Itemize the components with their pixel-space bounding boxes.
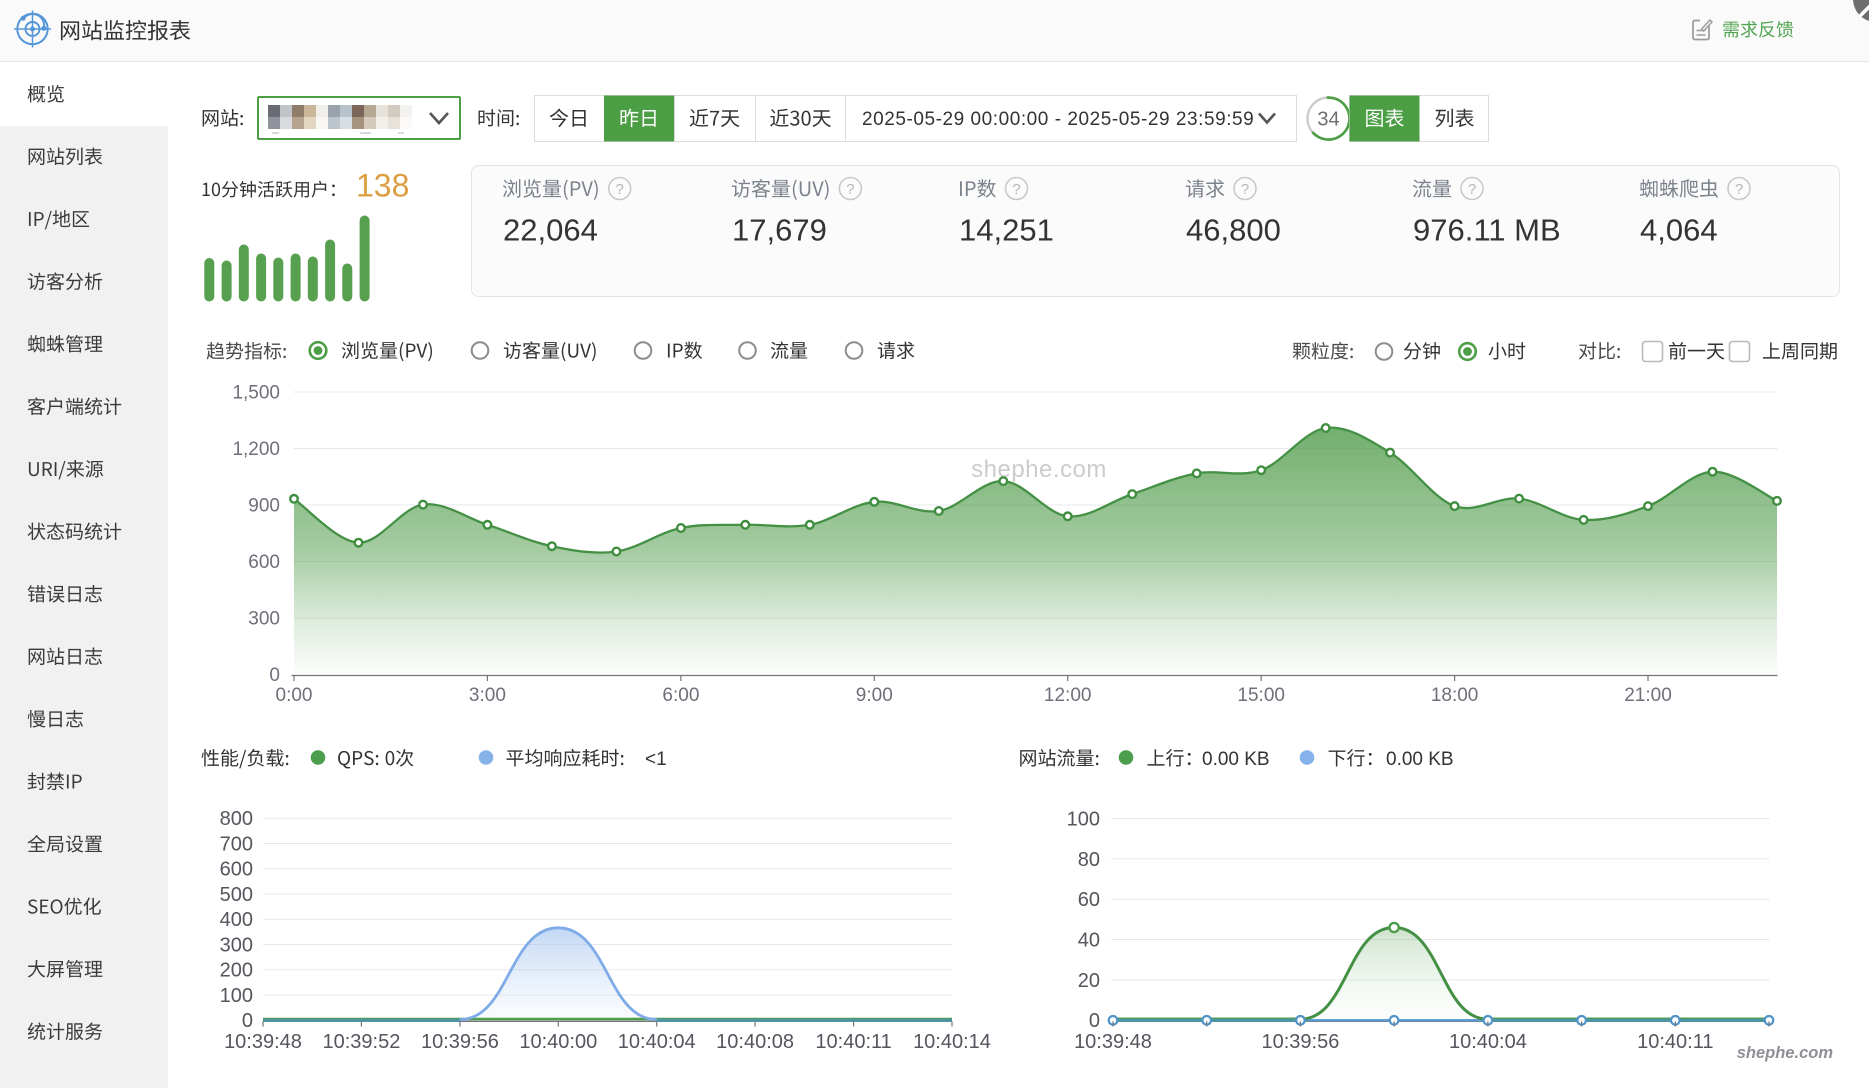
- svg-text:138: 138: [356, 168, 409, 204]
- svg-text:10:40:04: 10:40:04: [1449, 1031, 1527, 1053]
- svg-text:10:39:56: 10:39:56: [1261, 1031, 1339, 1053]
- svg-text:34: 34: [1317, 109, 1339, 131]
- svg-text:shephe.com: shephe.com: [971, 456, 1107, 483]
- svg-text:9:00: 9:00: [856, 685, 893, 706]
- svg-text:20: 20: [1078, 970, 1100, 992]
- svg-text:10:39:56: 10:39:56: [421, 1031, 499, 1053]
- svg-text:<1: <1: [645, 749, 667, 770]
- svg-text:300: 300: [220, 935, 253, 957]
- svg-text:976.11 MB: 976.11 MB: [1413, 213, 1561, 248]
- svg-text:0: 0: [242, 1010, 253, 1032]
- svg-text:18:00: 18:00: [1431, 685, 1479, 706]
- svg-text:?: ?: [1468, 181, 1476, 198]
- svg-text:900: 900: [248, 496, 280, 517]
- svg-text:10:40:04: 10:40:04: [618, 1031, 696, 1053]
- svg-text:22,064: 22,064: [503, 213, 598, 248]
- svg-text:10:40:11: 10:40:11: [815, 1031, 891, 1053]
- svg-text:400: 400: [220, 909, 253, 931]
- svg-text:60: 60: [1078, 889, 1100, 911]
- svg-text:500: 500: [220, 884, 253, 906]
- svg-text:10:39:48: 10:39:48: [1074, 1031, 1152, 1053]
- svg-text:800: 800: [220, 808, 253, 830]
- svg-text:600: 600: [248, 552, 280, 573]
- svg-text:1,200: 1,200: [232, 439, 280, 460]
- svg-text:21:00: 21:00: [1624, 685, 1672, 706]
- svg-text:0.00 KB: 0.00 KB: [1202, 749, 1270, 770]
- svg-text:700: 700: [220, 834, 253, 856]
- svg-text:shephe.com: shephe.com: [1737, 1044, 1833, 1062]
- svg-text:12:00: 12:00: [1044, 685, 1092, 706]
- svg-text:14,251: 14,251: [959, 213, 1054, 248]
- svg-text:46,800: 46,800: [1186, 213, 1281, 248]
- svg-text:?: ?: [1735, 181, 1743, 198]
- svg-text:10:40:00: 10:40:00: [519, 1031, 597, 1053]
- svg-text:0: 0: [1089, 1010, 1100, 1032]
- svg-text:200: 200: [220, 960, 253, 982]
- svg-text:80: 80: [1078, 849, 1100, 871]
- svg-text:600: 600: [220, 859, 253, 881]
- svg-text:2025-05-29 00:00:00 - 2025-05-: 2025-05-29 00:00:00 - 2025-05-29 23:59:5…: [862, 109, 1254, 130]
- svg-text:1,500: 1,500: [232, 383, 280, 404]
- svg-text:10:39:52: 10:39:52: [322, 1031, 400, 1053]
- svg-text:100: 100: [220, 985, 253, 1007]
- svg-text:0:00: 0:00: [276, 685, 313, 706]
- svg-text:17,679: 17,679: [732, 213, 827, 248]
- svg-text:3:00: 3:00: [469, 685, 506, 706]
- svg-text:10:40:11: 10:40:11: [1637, 1031, 1713, 1053]
- svg-text:0: 0: [269, 665, 280, 686]
- svg-text:4,064: 4,064: [1640, 213, 1718, 248]
- svg-text:10:39:48: 10:39:48: [224, 1031, 302, 1053]
- svg-text:?: ?: [1012, 181, 1020, 198]
- svg-text:300: 300: [248, 609, 280, 630]
- svg-text:?: ?: [846, 181, 854, 198]
- svg-text:40: 40: [1078, 930, 1100, 952]
- svg-text:0.00 KB: 0.00 KB: [1386, 749, 1454, 770]
- svg-text:100: 100: [1067, 809, 1100, 831]
- svg-text:6:00: 6:00: [662, 685, 699, 706]
- svg-text:15:00: 15:00: [1237, 685, 1285, 706]
- svg-text:?: ?: [1241, 181, 1249, 198]
- svg-text:?: ?: [616, 181, 624, 198]
- svg-text:10:40:14: 10:40:14: [913, 1031, 991, 1053]
- svg-text:10:40:08: 10:40:08: [716, 1031, 794, 1053]
